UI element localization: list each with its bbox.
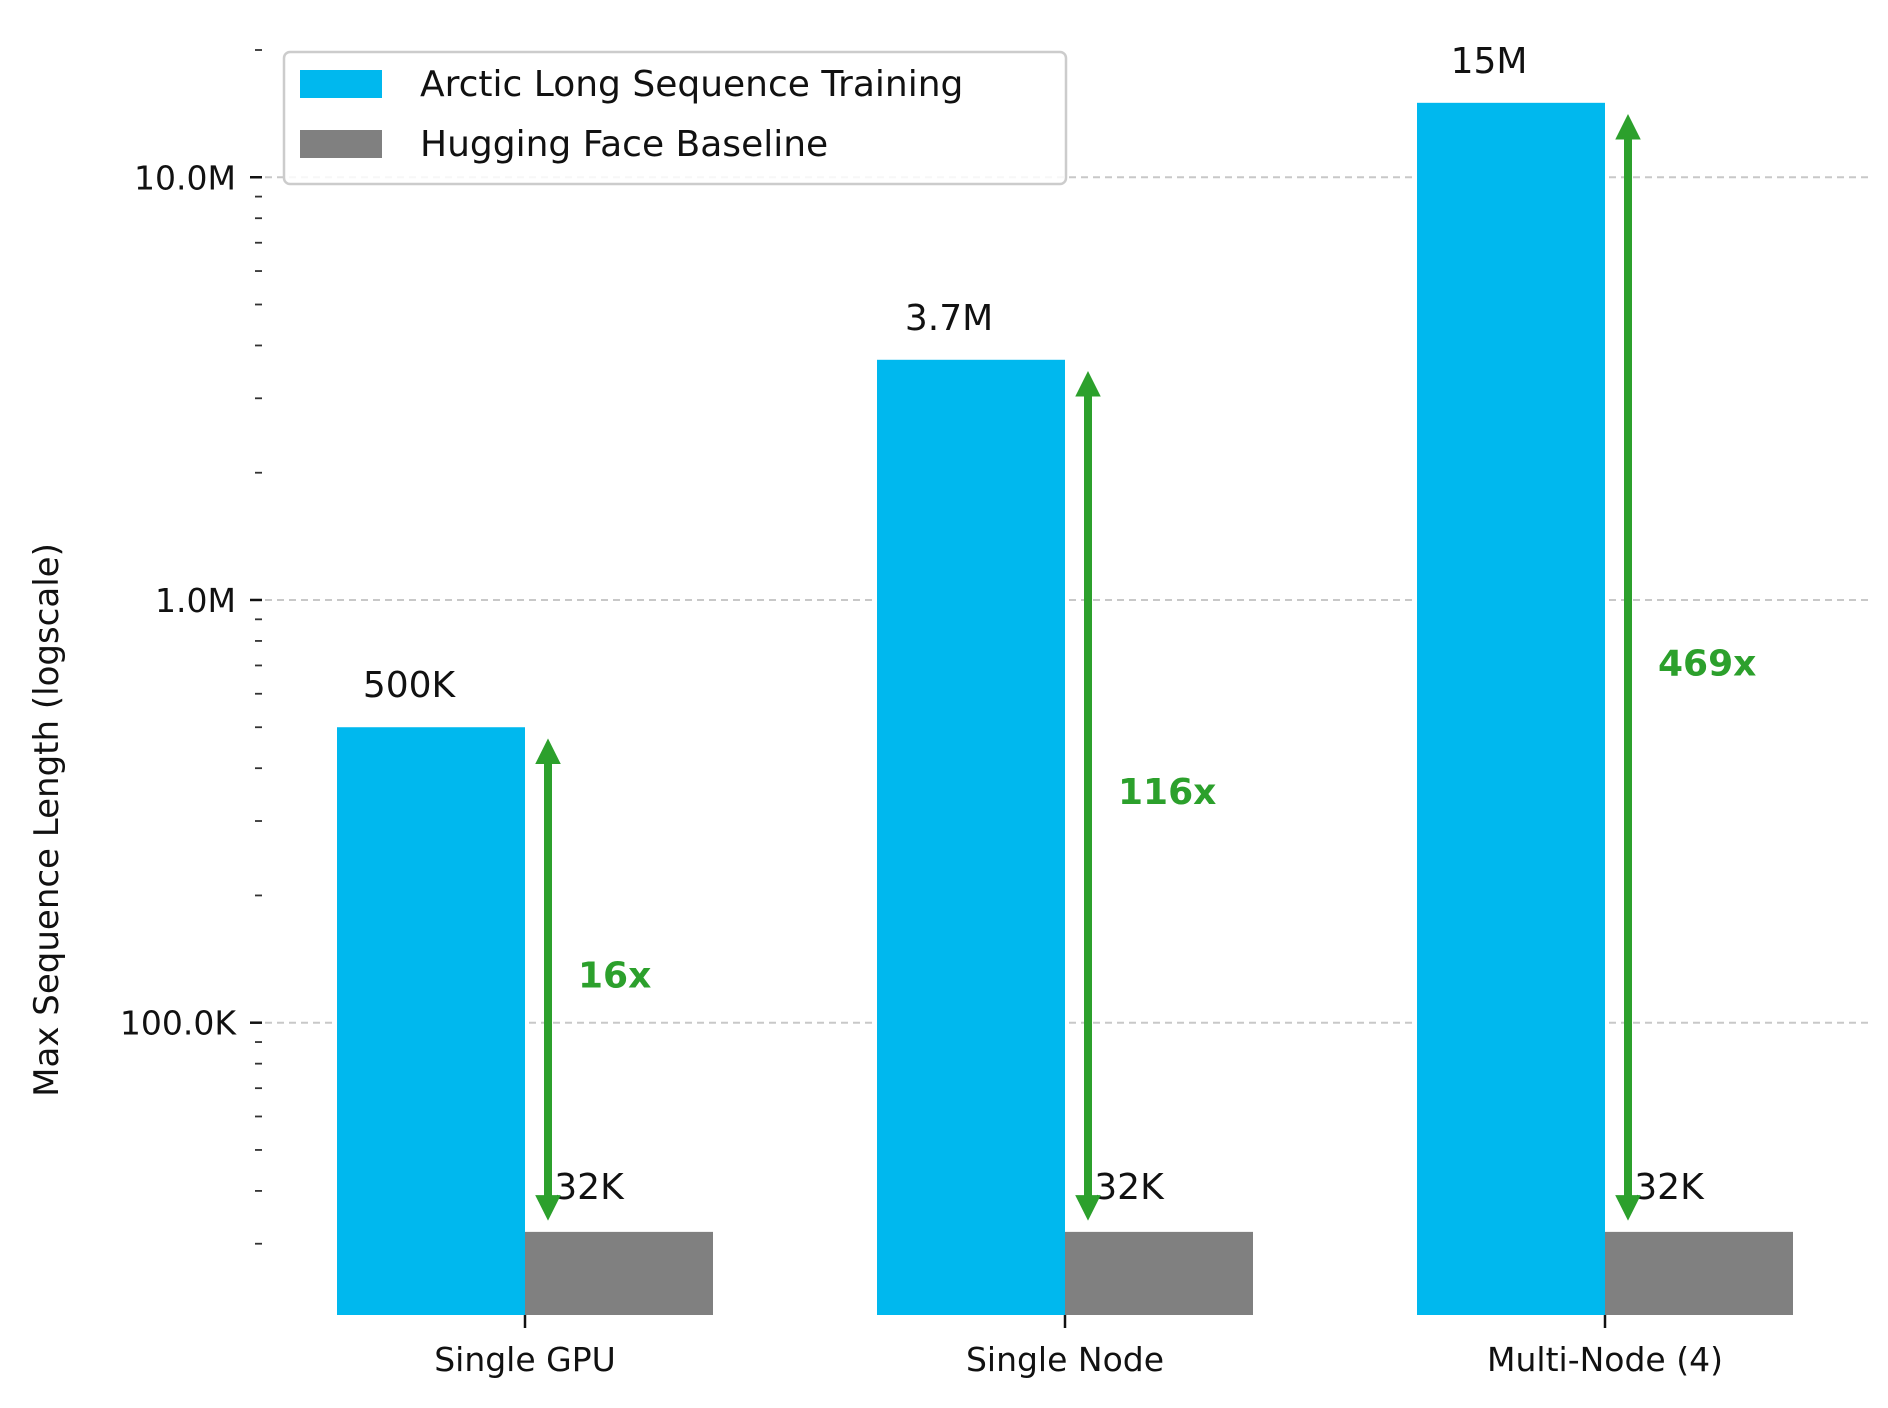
y-axis: 100.0K 1.0M 10.0M <box>120 49 262 1245</box>
legend-swatch-0 <box>300 70 382 98</box>
legend: Arctic Long Sequence Training Hugging Fac… <box>282 50 1068 186</box>
bars <box>337 102 1793 1316</box>
x-axis: Single GPU Single Node Multi-Node (4) <box>434 1315 1723 1379</box>
y-tick-label-0: 100.0K <box>120 1004 237 1043</box>
ratio-arrows: 16x 116x 469x <box>535 114 1756 1221</box>
data-labels: 500K 32K 3.7M 32K 15M 32K <box>363 41 1705 1208</box>
ratio-label-1: 116x <box>1118 772 1216 813</box>
ratio-label-0: 16x <box>578 956 651 997</box>
legend-swatch-1 <box>300 130 382 158</box>
value-label-baseline-1: 32K <box>1094 1167 1165 1208</box>
bar-baseline-0 <box>525 1231 713 1315</box>
x-tick-label-0: Single GPU <box>434 1340 616 1379</box>
y-axis-title: Max Sequence Length (logscale) <box>27 543 67 1097</box>
value-label-baseline-2: 32K <box>1634 1167 1705 1208</box>
value-label-arctic-1: 3.7M <box>905 298 993 339</box>
ratio-label-2: 469x <box>1658 643 1756 684</box>
bar-arctic-1 <box>877 359 1065 1315</box>
legend-box <box>282 50 1068 186</box>
legend-label-1: Hugging Face Baseline <box>420 124 828 165</box>
bar-baseline-2 <box>1605 1231 1793 1315</box>
value-label-arctic-2: 15M <box>1451 41 1528 82</box>
y-tick-label-1: 1.0M <box>155 581 236 620</box>
bar-arctic-2 <box>1417 102 1605 1316</box>
x-tick-label-2: Multi-Node (4) <box>1487 1340 1723 1379</box>
x-tick-label-1: Single Node <box>966 1340 1164 1379</box>
y-tick-label-2: 10.0M <box>134 158 236 197</box>
legend-label-0: Arctic Long Sequence Training <box>420 64 963 105</box>
value-label-arctic-0: 500K <box>363 665 457 706</box>
bar-baseline-1 <box>1065 1231 1253 1315</box>
bar-arctic-0 <box>337 727 525 1315</box>
value-label-baseline-0: 32K <box>554 1167 625 1208</box>
